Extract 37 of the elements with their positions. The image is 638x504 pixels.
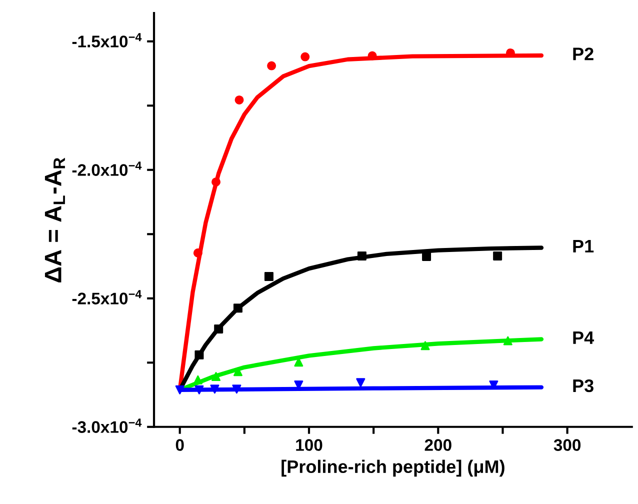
y-tick-label: -2.0x10$^{−4}$: [72, 162, 142, 176]
y-tick-label: -1.5x10$^{−4}$: [72, 33, 142, 48]
point: [234, 95, 244, 104]
point: [212, 372, 221, 382]
point: [233, 304, 242, 313]
y-tick-label: -3.0x10$^{−4}$: [72, 418, 142, 433]
point: [267, 61, 276, 70]
point: [193, 375, 202, 384]
point: [264, 272, 274, 282]
series-label: P2: [573, 48, 594, 60]
point: [422, 252, 432, 261]
point: [356, 378, 366, 388]
y-tick-label: -2.5x10$^{−4}$: [72, 290, 142, 304]
point: [420, 341, 430, 350]
series-label: P3: [573, 379, 594, 392]
x-axis-title: [Proline-rich peptide] (μM): [282, 460, 504, 477]
x-tick-label: 200: [424, 439, 452, 451]
y-axis-title: ΔA = A$_{L}$-A$_{R}$: [44, 158, 65, 282]
point: [210, 384, 220, 394]
point: [193, 248, 202, 258]
point: [503, 336, 512, 346]
point: [232, 384, 242, 394]
point: [368, 51, 377, 60]
series-label: P4: [573, 331, 594, 344]
x-tick-label: 100: [296, 439, 322, 451]
point: [493, 251, 502, 260]
point: [214, 324, 224, 334]
point: [300, 52, 310, 62]
point: [233, 367, 242, 376]
point: [212, 177, 221, 186]
point: [357, 251, 366, 260]
point: [194, 385, 204, 394]
series-label: P1: [573, 240, 594, 252]
x-tick-label: 0: [176, 439, 184, 451]
point: [175, 385, 184, 394]
point: [194, 350, 204, 360]
x-tick-label: 300: [554, 439, 581, 451]
